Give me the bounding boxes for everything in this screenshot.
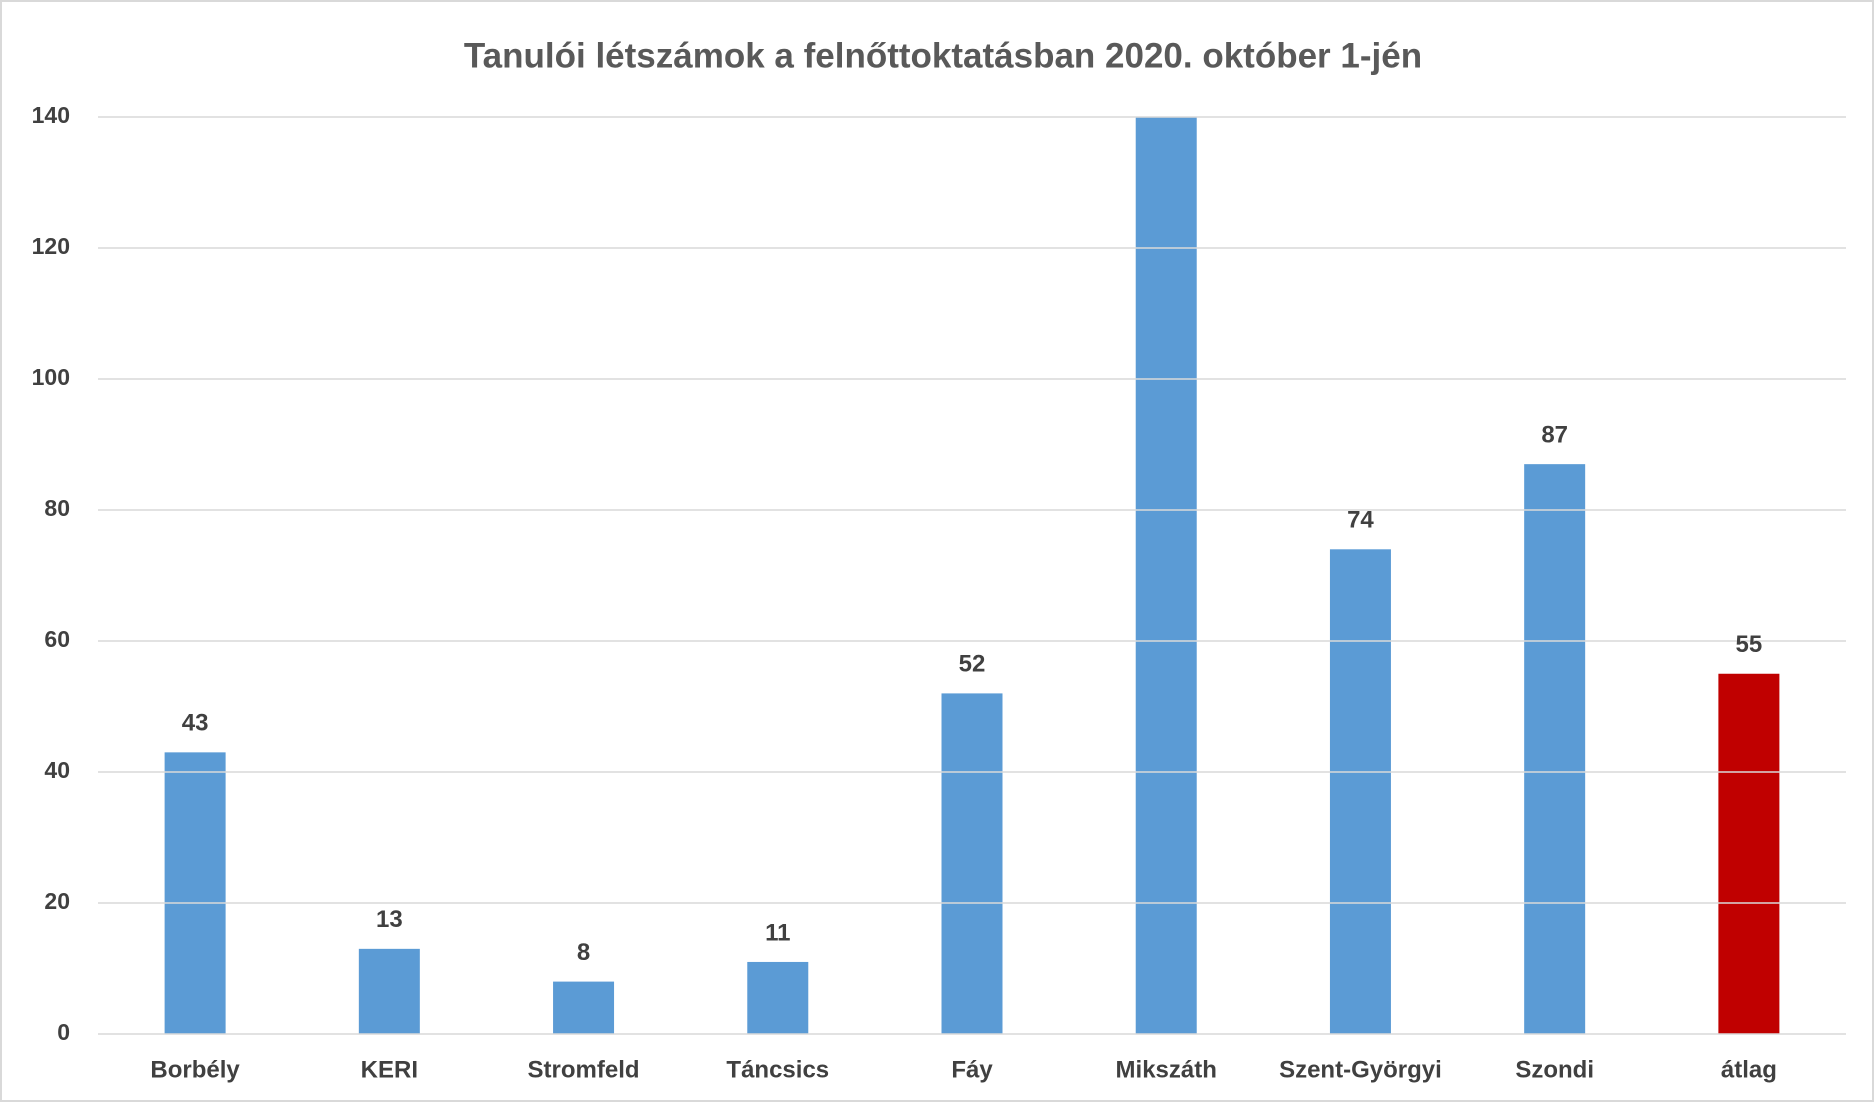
- x-tick-label: Szent-Györgyi: [1279, 1056, 1442, 1083]
- data-label: 8: [577, 939, 590, 966]
- data-label: 52: [959, 651, 986, 678]
- x-tick-label: Mikszáth: [1116, 1056, 1217, 1083]
- bar: [1718, 673, 1780, 1034]
- data-label: 87: [1541, 421, 1568, 448]
- bar: [553, 981, 615, 1034]
- data-label: 11: [765, 919, 790, 946]
- y-tick-label: 40: [44, 757, 70, 783]
- chart-title: Tanulói létszámok a felnőttoktatásban 20…: [464, 36, 1422, 75]
- y-tick-label: 120: [32, 233, 70, 259]
- bars: [164, 117, 1780, 1034]
- y-tick-label: 60: [44, 626, 70, 652]
- y-tick-label: 0: [57, 1019, 70, 1045]
- x-tick-label: Táncsics: [726, 1056, 829, 1083]
- data-label: 74: [1347, 507, 1374, 534]
- bar: [1135, 117, 1197, 1034]
- y-tick-label: 140: [32, 102, 70, 128]
- data-label: 13: [376, 906, 403, 933]
- x-tick-label: KERI: [361, 1056, 418, 1083]
- x-tick-label: átlag: [1721, 1056, 1777, 1083]
- bar: [1524, 464, 1586, 1034]
- x-tick-label: Fáy: [951, 1056, 993, 1083]
- y-tick-label: 100: [32, 364, 70, 390]
- x-tick-label: Borbély: [150, 1056, 240, 1083]
- bar: [941, 693, 1003, 1034]
- data-label: 43: [182, 710, 209, 737]
- y-tick-label: 80: [44, 495, 70, 521]
- bar: [1329, 549, 1391, 1034]
- data-label: 55: [1736, 631, 1763, 658]
- x-tick-label: Szondi: [1515, 1056, 1594, 1083]
- bar: [358, 948, 420, 1034]
- y-tick-label: 20: [44, 888, 70, 914]
- bar: [164, 752, 226, 1034]
- bar: [747, 961, 809, 1034]
- x-tick-label: Stromfeld: [528, 1056, 640, 1083]
